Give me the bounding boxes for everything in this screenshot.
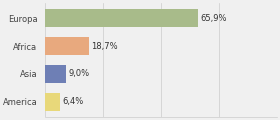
Bar (45, 65, 66, 83)
Bar (45, 93, 60, 111)
Text: 6,4%: 6,4% (62, 97, 84, 106)
Bar (45, 37, 88, 55)
Text: 9,0%: 9,0% (68, 69, 90, 78)
Text: 65,9%: 65,9% (200, 14, 227, 23)
Text: 18,7%: 18,7% (91, 42, 118, 51)
Bar (45, 9, 198, 27)
